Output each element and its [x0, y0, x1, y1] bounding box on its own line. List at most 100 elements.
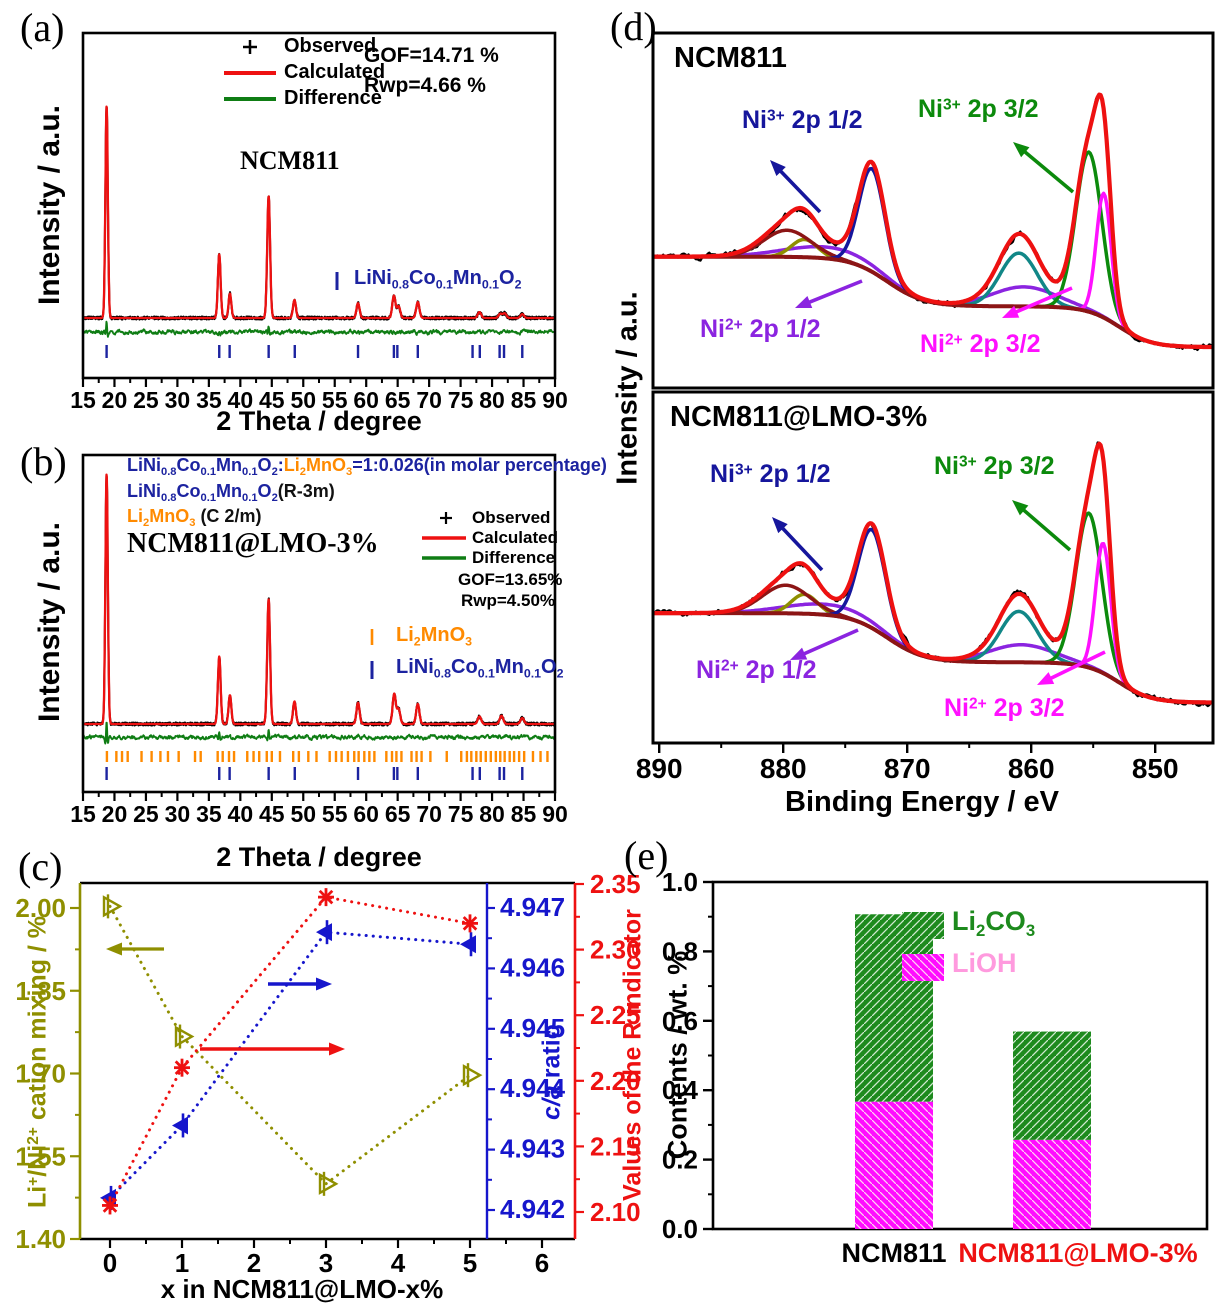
- panel-b-legend-swatches: [370, 512, 466, 679]
- panel-b-x-tick-label: 80: [479, 801, 505, 827]
- panel-d-bot-ni3-2p12-label: Ni3+ 2p 1/2: [710, 460, 831, 488]
- panel-d-frame-1: [651, 390, 1215, 745]
- panel-d-x-tick-label: 860: [1008, 753, 1055, 784]
- panel-b-x-tick-label: 85: [511, 801, 537, 827]
- panel-d-bottom-plot: [654, 441, 1212, 708]
- panel-e-category-ncm811: NCM811: [841, 1238, 947, 1268]
- panel-c-r-tick-label: 2.30: [590, 935, 641, 965]
- panel-a-bragg-ticks: [105, 345, 524, 358]
- panel-b-x-tick-label: 25: [133, 801, 159, 827]
- panel-a-x-tick-label: 40: [228, 387, 254, 413]
- panel-d-bottom-title: NCM811@LMO-3%: [670, 401, 928, 433]
- panel-b-phase2-line: Li2MnO3 (C 2/m): [127, 506, 262, 529]
- panel-a-x-tick-label: 75: [448, 387, 474, 413]
- panel-c-label: (c): [18, 844, 63, 889]
- panel-c-series-inner_right: [100, 920, 476, 1210]
- panel-d-top-ni2-2p32-label: Ni2+ 2p 3/2: [920, 330, 1041, 358]
- panel-b-x-tick-label: 30: [165, 801, 191, 827]
- panel-d-top-title: NCM811: [674, 42, 787, 74]
- panel-a-xlabel: 2 Theta / degree: [216, 406, 422, 436]
- panel-d-top-plot: [654, 92, 1212, 352]
- panel-b-x-tick-label: 55: [322, 801, 348, 827]
- panel-e-legend-lioh: LiOH: [952, 948, 1017, 978]
- panel-c-axis-arrows: [106, 942, 345, 1056]
- panel-d-x-tick-label: 870: [884, 753, 931, 784]
- panel-c-ca-tick-label: 4.945: [500, 1013, 565, 1043]
- panel-a-x-tick-label: 45: [259, 387, 285, 413]
- panel-d-top-ni2-2p12-label: Ni2+ 2p 1/2: [700, 315, 821, 343]
- panel-c-left-tick-label: 1.55: [15, 1141, 66, 1171]
- panel-c-r-tick-label: 2.25: [590, 1000, 641, 1030]
- panel-a-x-tick-label: 80: [479, 387, 505, 413]
- panel-b-phase1-line: LiNi0.8Co0.1Mn0.1O2(R-3m): [127, 481, 335, 504]
- panel-d-x-axis: 890 880 870 860 850: [636, 743, 1179, 784]
- panel-d-bot-ni3-2p32-label: Ni3+ 2p 3/2: [934, 452, 1055, 480]
- panel-c-x-axis: 0 1 2 3 4 5 6: [103, 1239, 549, 1278]
- panel-a-legend-observed: Observed: [284, 35, 377, 57]
- panel-c-ca-tick-label: 4.946: [500, 952, 565, 982]
- panel-b-x-tick-label: 75: [448, 801, 474, 827]
- panel-a-x-tick-label: 30: [165, 387, 191, 413]
- panel-c-series-right: [102, 888, 478, 1215]
- panel-b-bragg-ticks: [105, 767, 524, 780]
- panel-b-xlabel: 2 Theta / degree: [216, 842, 422, 872]
- panel-d-top-ni3-2p12-label: Ni3+ 2p 1/2: [742, 106, 863, 134]
- panel-b-x-axis: 15 20 25 30 35 40 45 50 55 60 65 70 75 80 85 90: [70, 792, 568, 827]
- panel-c-x-tick-label: 6: [535, 1248, 549, 1278]
- panel-a-x-tick-label: 55: [322, 387, 348, 413]
- panel-e-y-tick-label: 1.0: [662, 867, 698, 897]
- panel-c-r-tick-label: 2.15: [590, 1131, 641, 1161]
- panel-d-annotation-arrows: [770, 142, 1106, 685]
- panel-b-x-tick-label: 40: [228, 801, 254, 827]
- panel-c-r-axis: 2.10 2.15 2.20 2.25 2.30 2.35: [575, 869, 641, 1227]
- panel-b-x-tick-label: 65: [385, 801, 411, 827]
- panel-a-rwp: Rwp=4.66 %: [364, 74, 486, 97]
- panel-b-bragg-ticks: [105, 751, 549, 762]
- panel-c-r-tick-label: 2.10: [590, 1197, 641, 1227]
- panel-c-ca-tick-label: 4.947: [500, 892, 565, 922]
- panel-a-legend-calculated: Calculated: [284, 61, 386, 83]
- panel-b-x-tick-label: 50: [290, 801, 316, 827]
- panel-c-right-ylabel: Values of the R indicator: [618, 909, 647, 1201]
- panel-b-ticklegend-lmo: Li2MnO3: [396, 624, 473, 649]
- panel-a-x-tick-label: 65: [385, 387, 411, 413]
- panel-a-legend-swatches: [224, 40, 339, 290]
- panel-c-r-tick-label: 2.20: [590, 1066, 641, 1096]
- panel-d-top-ni3-2p32-label: Ni3+ 2p 3/2: [918, 95, 1039, 123]
- panel-e-y-tick-label: 0.2: [662, 1145, 698, 1175]
- panel-c-ca-ratio-ylabel: c/a ratio: [537, 1024, 566, 1120]
- panel-d-label: (d): [610, 4, 657, 49]
- panel-c-x-tick-label: 0: [103, 1248, 117, 1278]
- panel-b-x-tick-label: 20: [102, 801, 128, 827]
- panel-e-y-tick-label: 0.8: [662, 936, 698, 966]
- panel-c-left-tick-label: 1.85: [15, 976, 66, 1006]
- panel-c-series-left: [102, 894, 483, 1196]
- panel-b-x-tick-label: 35: [196, 801, 222, 827]
- panel-a-gof: GOF=14.71 %: [364, 44, 499, 67]
- panel-c-x-tick-label: 5: [463, 1248, 477, 1278]
- panel-a-x-axis: 15 20 25 30 35 40 45 50 55 60 65 70 75 80 85 90: [70, 378, 568, 413]
- panel-c-left-tick-label: 2.00: [15, 893, 66, 923]
- panel-d-bot-ni2-2p12-label: Ni2+ 2p 1/2: [696, 656, 817, 684]
- panel-c-ca-tick-label: 4.943: [500, 1134, 565, 1164]
- panel-c-xlabel: x in NCM811@LMO-x%: [160, 1274, 444, 1304]
- panel-e-ylabel: Contents / wt. %: [662, 950, 693, 1160]
- panel-c-r-tick-label: 2.35: [590, 869, 641, 899]
- panel-b-legend-calculated: Calculated: [472, 528, 558, 547]
- panel-a-phase-label: LiNi0.8Co0.1Mn0.1O2: [354, 267, 522, 292]
- panel-b-x-tick-label: 90: [542, 801, 568, 827]
- panel-b-legend-observed: Observed: [472, 508, 551, 527]
- panel-b-ratio-line: LiNi0.8Co0.1Mn0.1O2:Li2MnO3=1:0.026(in m…: [127, 455, 607, 478]
- panel-a-x-tick-label: 35: [196, 387, 222, 413]
- panel-c-left-ylabel: Li+/Ni2+ cation mixing / %: [23, 915, 52, 1209]
- panel-b-label: (b): [20, 439, 67, 484]
- panel-d-xlabel: Binding Energy / eV: [785, 786, 1059, 818]
- panel-b-rwp: Rwp=4.50%: [461, 591, 556, 610]
- panel-a-ylabel: Intensity / a.u.: [33, 104, 66, 306]
- panel-c-left-tick-label: 1.40: [15, 1224, 66, 1254]
- panel-a-title: NCM811: [240, 146, 340, 175]
- panel-a-x-tick-label: 85: [511, 387, 537, 413]
- panel-a-label: (a): [20, 5, 65, 50]
